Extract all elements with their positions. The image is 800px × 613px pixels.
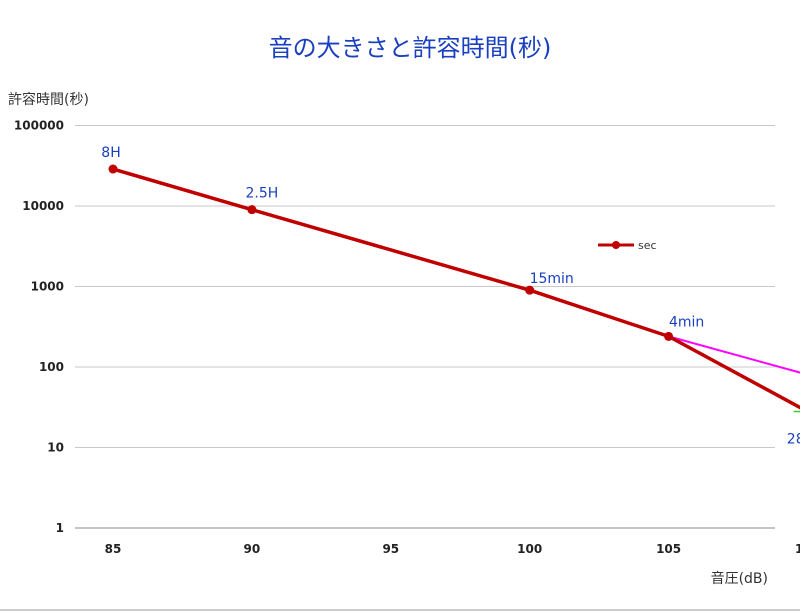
annotation-layer: 115dB ?80sec ?: [668, 335, 800, 413]
y-tick-label: 1000: [31, 280, 64, 294]
x-tick-label: 85: [105, 542, 122, 556]
data-label: 15min: [530, 271, 574, 287]
y-axis-label: 許容時間(秒): [8, 91, 89, 108]
y-tick-label: 100: [39, 360, 64, 374]
x-axis-label: 音圧(dB): [711, 570, 768, 587]
x-tick-label: 105: [656, 542, 681, 556]
data-label: 28sec: [787, 432, 800, 448]
series-line: [112, 167, 800, 410]
chart-title: 音の大きさと許容時間(秒): [269, 34, 552, 62]
series-layer: [108, 164, 800, 410]
x-tick-label: 100: [517, 542, 542, 556]
data-point: [108, 164, 118, 174]
y-tick-label: 10000: [22, 199, 64, 213]
y-tick-label: 10: [47, 441, 64, 455]
data-point: [525, 285, 535, 295]
data-point: [664, 331, 674, 341]
grid-layer: [75, 125, 775, 529]
y-tick-label: 100000: [14, 119, 64, 133]
data-point: [247, 205, 257, 215]
x-tick-labels: 859095100105110115120125130: [105, 542, 800, 556]
legend-marker: [612, 241, 620, 249]
legend-label: sec: [638, 239, 657, 252]
x-tick-label: 90: [244, 542, 261, 556]
legend: sec: [598, 239, 657, 252]
y-tick-label: 1: [56, 521, 64, 535]
annotation-magenta-line: [668, 335, 800, 374]
data-label: 2.5H: [246, 186, 279, 202]
y-tick-labels: 1 10 100 1000 10000 100000: [14, 119, 64, 536]
point-label-layer: 8H2.5H15min4min28sec9sec3sec<1sec: [101, 145, 800, 448]
x-tick-label: 95: [382, 542, 399, 556]
data-label: 8H: [101, 145, 120, 161]
data-label: 4min: [669, 314, 704, 330]
x-tick-label: 110: [795, 542, 800, 556]
